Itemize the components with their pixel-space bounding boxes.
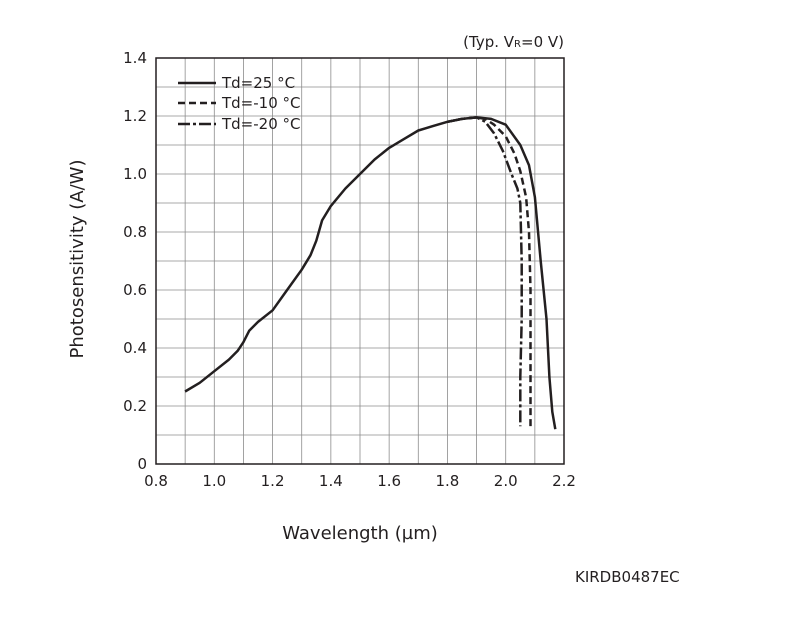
condition-label: (Typ. VR=0 V) xyxy=(463,33,564,51)
plot-frame xyxy=(155,57,565,465)
x-tick-label: 2.0 xyxy=(494,472,518,490)
x-tick-label: 1.0 xyxy=(202,472,226,490)
figure-code: KIRDB0487EC xyxy=(575,568,680,586)
series-line-0 xyxy=(184,116,557,430)
x-tick-label: 1.8 xyxy=(435,472,459,490)
y-tick-label: 1.2 xyxy=(123,107,147,125)
y-tick-label: 0.2 xyxy=(123,397,147,415)
x-tick-label: 1.6 xyxy=(377,472,401,490)
series-line-1 xyxy=(447,116,532,430)
y-axis-title: Photosensitivity (A/W) xyxy=(67,160,88,359)
x-tick-label: 0.8 xyxy=(144,472,168,490)
x-tick-label: 1.2 xyxy=(261,472,285,490)
series-layer xyxy=(184,116,557,430)
grid xyxy=(156,58,564,464)
x-axis-title: Wavelength (µm) xyxy=(282,523,438,544)
legend: Td=25 °C Td=-10 °C Td=-20 °C xyxy=(178,74,301,133)
y-tick-label: 1.4 xyxy=(123,49,147,67)
y-tick-label: 0.6 xyxy=(123,281,147,299)
legend-label-td-10: Td=-10 °C xyxy=(221,94,301,112)
y-tick-label: 0 xyxy=(137,455,147,473)
tick-labels: 0.8 1.0 1.2 1.4 1.6 1.8 2.0 2.2 0 0.2 0.4 0.6 0.8 1.0… xyxy=(123,49,576,490)
x-tick-label: 2.2 xyxy=(552,472,576,490)
x-tick-label: 1.4 xyxy=(319,472,343,490)
y-tick-label: 0.4 xyxy=(123,339,147,357)
legend-label-td-20: Td=-20 °C xyxy=(221,115,301,133)
series-line-2 xyxy=(447,116,523,427)
y-tick-label: 0.8 xyxy=(123,223,147,241)
legend-label-td25: Td=25 °C xyxy=(221,74,295,92)
y-tick-label: 1.0 xyxy=(123,165,147,183)
